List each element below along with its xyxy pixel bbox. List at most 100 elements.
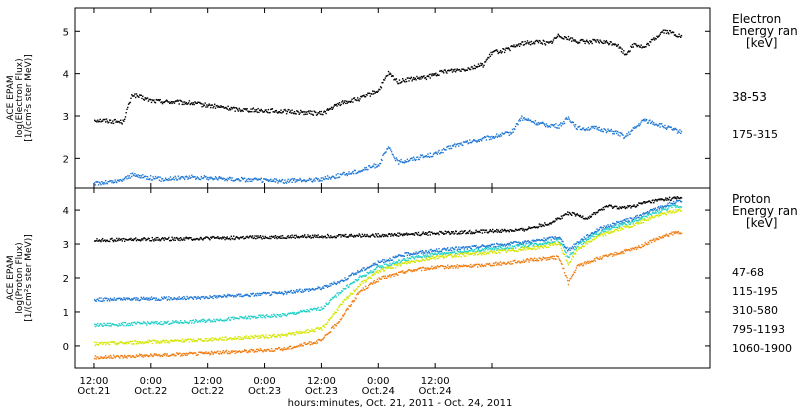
data-point [406, 270, 409, 272]
data-point [285, 237, 288, 240]
data-point [571, 252, 574, 254]
data-point [630, 226, 632, 228]
data-point [195, 177, 198, 180]
data-point [283, 314, 285, 316]
data-point [222, 177, 225, 180]
data-point [503, 248, 505, 250]
data-point [211, 296, 213, 298]
data-point [511, 230, 513, 232]
data-point [234, 336, 236, 338]
data-point [620, 47, 622, 49]
data-point [552, 244, 555, 247]
data-point [567, 262, 569, 264]
data-point [319, 339, 322, 341]
data-point [509, 245, 511, 247]
data-point [506, 230, 508, 232]
data-point [172, 339, 174, 342]
data-point [301, 311, 304, 313]
data-point [547, 126, 549, 128]
data-point [426, 267, 428, 269]
data-point [437, 232, 439, 234]
data-point [362, 168, 364, 171]
data-point [447, 69, 450, 71]
data-point [323, 111, 325, 113]
data-point [420, 154, 422, 156]
data-point [639, 217, 642, 219]
data-point [458, 68, 461, 71]
data-point [434, 74, 436, 76]
data-point [222, 237, 225, 239]
data-point [315, 288, 318, 290]
data-point [142, 296, 145, 299]
data-point [582, 40, 585, 42]
data-point [371, 264, 373, 267]
data-point [124, 321, 127, 324]
data-point [672, 203, 674, 205]
data-point [366, 94, 368, 96]
data-point [602, 42, 604, 45]
data-point [325, 177, 327, 180]
data-point [135, 340, 137, 343]
data-point [128, 354, 131, 357]
data-point [627, 134, 629, 137]
data-point [199, 351, 202, 354]
data-point [638, 216, 640, 219]
data-point [509, 229, 511, 231]
data-point [260, 236, 262, 239]
data-point [391, 259, 394, 261]
data-point [207, 339, 210, 342]
data-point [606, 231, 608, 234]
data-point [477, 246, 479, 248]
data-point [229, 337, 232, 339]
data-point [430, 248, 432, 251]
data-point [602, 227, 604, 229]
data-point [131, 340, 134, 342]
data-point [337, 281, 339, 283]
data-point [598, 42, 600, 44]
data-point [386, 266, 388, 268]
data-point [344, 235, 346, 238]
data-point [346, 174, 349, 177]
data-point [620, 220, 622, 223]
data-point [503, 243, 506, 245]
data-point [445, 249, 447, 251]
data-point [583, 245, 585, 248]
data-point [353, 300, 355, 303]
data-point [346, 307, 349, 310]
data-point [240, 351, 242, 354]
data-point [227, 293, 229, 296]
data-point [507, 47, 509, 50]
data-point [157, 176, 160, 178]
data-point [359, 234, 361, 236]
data-point [657, 199, 659, 201]
data-point [492, 246, 495, 249]
data-point [463, 69, 465, 71]
data-point [153, 339, 155, 341]
data-point [310, 178, 312, 180]
data-point [322, 338, 324, 341]
data-point [285, 335, 288, 337]
data-point [387, 266, 390, 268]
data-point [443, 72, 445, 74]
data-point [564, 246, 567, 248]
data-point [488, 136, 490, 138]
data-point [467, 246, 469, 248]
data-point [554, 37, 556, 39]
data-point [114, 324, 116, 326]
data-point [368, 285, 370, 287]
data-point [524, 245, 526, 247]
data-point [304, 179, 306, 182]
data-point [322, 113, 324, 116]
data-point [122, 119, 124, 121]
data-point [414, 232, 416, 234]
data-point [458, 145, 460, 147]
data-point [239, 109, 241, 111]
data-point [534, 120, 537, 122]
data-point [266, 110, 268, 113]
data-point [547, 223, 549, 226]
data-point [116, 181, 118, 184]
data-point [172, 322, 175, 324]
data-point [555, 218, 557, 220]
data-point [518, 120, 520, 122]
data-point [308, 330, 311, 332]
